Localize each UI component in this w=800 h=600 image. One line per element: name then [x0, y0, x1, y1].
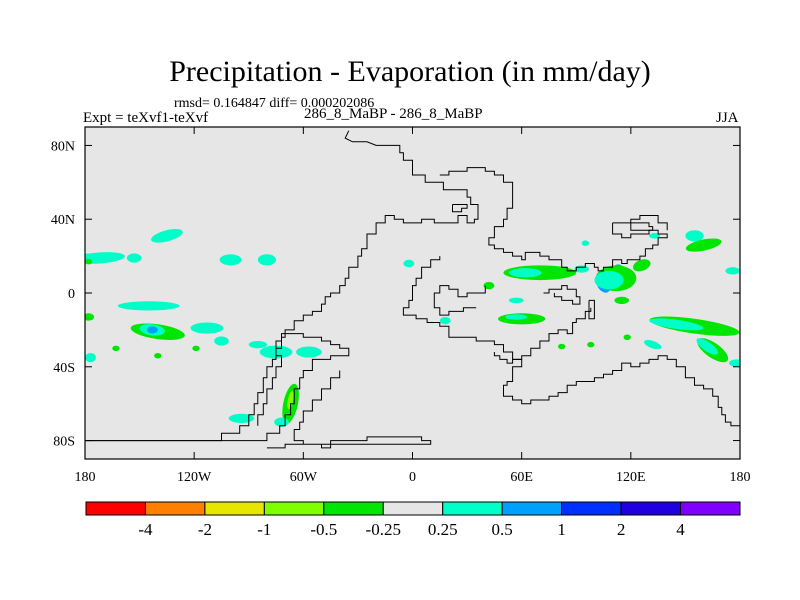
anomaly-north-pacific-band — [150, 229, 183, 243]
anomaly-south-indian-small — [558, 343, 566, 350]
anomaly-coral-sea-cyan — [644, 339, 662, 350]
anomaly-nw-pacific-band — [685, 238, 722, 252]
south-america-outline — [85, 333, 350, 442]
anomaly-south-indian-small-2 — [587, 341, 595, 348]
anomaly-southern-ocean-cyan — [228, 413, 255, 424]
colorbar-swatch — [382, 501, 444, 516]
colorbar-label: 0.25 — [428, 520, 458, 539]
colorbar-label: 4 — [676, 520, 685, 539]
colorbar-swatch — [442, 501, 503, 516]
anomaly-south-pacific-cyan — [190, 322, 224, 334]
kamchatka-outline — [612, 222, 654, 239]
anomaly-east-pacific-cyan — [248, 340, 267, 349]
anomaly-mid-pacific-band-2 — [296, 346, 322, 358]
season-label: JJA — [716, 110, 739, 126]
continent-layer — [85, 130, 740, 449]
anomaly-north-atlantic-patch — [403, 259, 415, 268]
colorbar-swatch — [263, 501, 325, 516]
colorbar-label: 1 — [557, 520, 566, 539]
anomaly-china-patch — [581, 240, 589, 246]
y-tick-label: 80N — [51, 139, 75, 154]
anomaly-south-pacific-patch — [214, 336, 229, 346]
anomaly-east-asia-green — [632, 259, 651, 272]
arctic-island-outline — [452, 204, 468, 213]
anomaly-central-pacific-patch — [219, 254, 242, 266]
experiment-label: Expt = teXvf1-teXvf — [83, 110, 209, 126]
y-tick-label: 0 — [68, 287, 75, 302]
anomaly-nw-pacific-patch — [725, 267, 740, 275]
x-tick-label: 60E — [510, 470, 533, 485]
colorbar-label: -4 — [138, 520, 153, 539]
colorbar-swatch — [85, 501, 146, 516]
anomaly-north-pacific-patch — [126, 253, 142, 263]
colorbar-swatch — [680, 501, 741, 516]
stats-line: rmsd= 0.164847 diff= 0.000202086 — [174, 96, 375, 111]
africa-outline — [402, 256, 592, 360]
x-tick-label: 180 — [730, 470, 751, 485]
anomaly-africa-small — [483, 281, 495, 290]
eurasia-outline — [439, 167, 668, 272]
anomaly-small-green-4 — [154, 352, 162, 359]
x-tick-label: 60W — [290, 470, 318, 485]
anomaly-south-indian-cyan — [508, 297, 524, 304]
anomaly-small-green-3 — [112, 345, 120, 352]
colorbar-swatch — [144, 501, 206, 516]
colorbar-swatch — [323, 501, 384, 516]
x-tick-label: 120E — [616, 470, 646, 485]
anomaly-west-edge-patch — [85, 352, 96, 363]
anomaly-arabian-cyan — [508, 268, 542, 278]
anomaly-equatorial-pacific-band — [117, 301, 180, 311]
x-tick-label: 0 — [409, 470, 416, 485]
anomaly-nw-pacific-cyan — [685, 230, 704, 242]
y-tick-label: 80S — [53, 435, 75, 450]
anomaly-chile-coast-max — [287, 390, 294, 410]
colorbar-swatch — [501, 501, 563, 516]
anomaly-png-cyan — [696, 338, 719, 355]
y-axis: 80N 40N 0 40S 80S — [51, 139, 740, 450]
colorbar-swatch — [204, 501, 265, 516]
x-axis: 180 120W 60W 0 60E 120E 180 — [75, 127, 751, 485]
antarctica-outline — [266, 370, 432, 449]
anomaly-east-asia-small — [614, 296, 630, 305]
x-tick-label: 180 — [75, 470, 96, 485]
colorbar-label: -2 — [198, 520, 212, 539]
island-outline — [588, 299, 595, 320]
colorbar-label: -0.25 — [366, 520, 401, 539]
colorbar-swatch — [620, 501, 682, 516]
colorbar-label: -1 — [257, 520, 271, 539]
anomaly-indian-ocean-cyan — [505, 314, 528, 320]
plot-title: Precipitation - Evaporation (in mm/day) — [169, 55, 651, 88]
colorbar-swatch — [561, 501, 622, 516]
colorbar-label: 0.5 — [492, 520, 513, 539]
colorbar-label: -0.5 — [310, 520, 337, 539]
anomaly-small-green-1 — [85, 313, 95, 321]
india-outline — [433, 285, 486, 316]
anomaly-east-edge-cyan — [729, 359, 740, 367]
x-tick-label: 120W — [177, 470, 212, 485]
anomaly-east-africa-patch — [439, 316, 451, 325]
sea-outline — [543, 285, 581, 305]
anomaly-small-green-5 — [192, 345, 200, 352]
anomaly-small-green-2 — [85, 258, 93, 265]
anomaly-west-atlantic-patch — [257, 254, 277, 266]
colorbar-label: 2 — [617, 520, 626, 539]
anomaly-maritime-cyan — [649, 318, 704, 331]
anomaly-spcz-max — [146, 326, 158, 334]
anomaly-coral-sea-small — [623, 334, 631, 341]
colorbar: -4 -2 -1 -0.5 -0.25 0.25 0.5 1 2 4 — [85, 501, 741, 539]
north-america-outline — [85, 130, 479, 442]
y-tick-label: 40S — [53, 361, 75, 376]
anomaly-bay-of-bengal-cyan — [594, 270, 624, 290]
australia-outline — [493, 352, 740, 427]
anomaly-japan-patch — [649, 233, 660, 239]
y-tick-label: 40N — [51, 213, 75, 228]
case-label: 286_8_MaBP - 286_8_MaBP — [304, 106, 483, 122]
